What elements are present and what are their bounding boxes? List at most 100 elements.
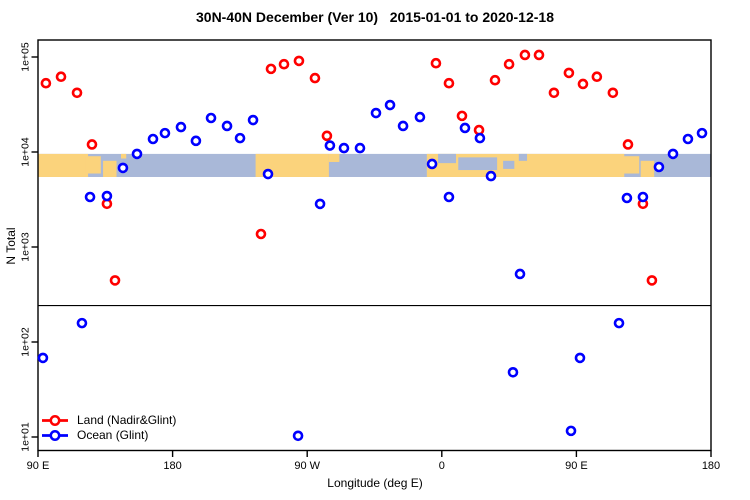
data-point-land	[86, 139, 98, 150]
data-point-ocean	[696, 127, 708, 139]
data-point-land	[591, 71, 603, 83]
data-point-land	[646, 275, 658, 286]
legend-label-ocean: Ocean (Glint)	[77, 428, 149, 442]
map-band-land	[623, 156, 640, 174]
data-point-ocean	[682, 133, 694, 145]
data-point-ocean	[426, 158, 438, 170]
data-point-ocean	[354, 142, 366, 154]
data-point-ocean	[147, 133, 159, 145]
legend: Land (Nadir&Glint) Ocean (Glint)	[41, 413, 176, 443]
ocean-series-symbol	[42, 430, 68, 441]
data-point-ocean	[507, 366, 519, 378]
data-point-land	[321, 130, 333, 142]
y-tick-label: 1e+01	[20, 422, 32, 452]
data-point-land	[622, 139, 634, 150]
data-point-ocean	[247, 114, 259, 126]
data-point-land	[255, 228, 267, 240]
data-point-ocean	[574, 352, 586, 364]
data-point-ocean	[613, 317, 625, 329]
map-band-land	[255, 153, 329, 177]
y-tick-label: 1e+02	[20, 327, 32, 357]
data-point-ocean	[175, 121, 187, 133]
map-band-land	[103, 160, 117, 177]
data-point-land	[278, 58, 290, 70]
data-point-land	[430, 57, 442, 69]
data-point-land	[533, 49, 545, 61]
data-point-land	[443, 77, 455, 89]
data-point-ocean	[84, 191, 96, 203]
x-tick-label: 90 E	[27, 460, 50, 472]
y-tick-label: 1e+04	[20, 137, 32, 167]
data-point-ocean	[76, 317, 88, 329]
map-band-land	[85, 156, 101, 174]
data-point-land	[55, 71, 67, 83]
data-point-ocean	[205, 112, 217, 124]
data-point-ocean	[485, 170, 497, 182]
x-tick-label: 0	[439, 460, 445, 472]
data-point-ocean	[397, 120, 409, 132]
data-point-ocean	[292, 430, 304, 442]
data-point-ocean	[190, 135, 202, 147]
data-point-ocean	[262, 168, 274, 180]
map-band-land	[640, 160, 655, 177]
data-point-land	[309, 72, 321, 84]
map-band-sea	[503, 160, 515, 169]
legend-item-ocean: Ocean (Glint)	[41, 428, 176, 443]
data-point-land	[109, 275, 121, 286]
data-point-ocean	[159, 127, 171, 139]
data-point-land	[563, 67, 575, 79]
chart-title: 30N-40N December (Ver 10) 2015-01-01 to …	[196, 9, 554, 25]
data-point-ocean	[474, 132, 486, 144]
data-point-ocean	[324, 140, 336, 151]
data-point-ocean	[565, 425, 577, 437]
map-band-land	[38, 153, 89, 177]
legend-item-land: Land (Nadir&Glint)	[41, 413, 176, 428]
data-point-land	[456, 110, 468, 122]
data-point-ocean	[443, 191, 455, 203]
data-point-ocean	[384, 99, 396, 111]
data-point-ocean	[234, 132, 246, 144]
x-tick-label: 90 E	[565, 460, 588, 472]
data-point-land	[71, 87, 83, 99]
data-point-ocean	[621, 192, 633, 204]
map-band-land	[328, 153, 340, 162]
x-axis-title: Longitude (deg E)	[327, 476, 423, 490]
data-point-land	[519, 49, 531, 61]
data-point-ocean	[459, 122, 471, 134]
map-band-sea	[438, 153, 457, 164]
data-point-ocean	[667, 148, 679, 160]
data-point-ocean	[101, 190, 113, 202]
y-axis-title: N Total	[4, 227, 18, 265]
data-point-ocean	[414, 111, 426, 123]
x-tick-label: 180	[702, 460, 720, 472]
data-point-land	[607, 87, 619, 99]
data-point-land	[503, 58, 515, 70]
data-point-ocean	[653, 161, 665, 173]
land-series-symbol	[42, 415, 68, 426]
data-point-ocean	[338, 142, 350, 154]
data-point-ocean	[314, 198, 326, 210]
data-point-ocean	[37, 352, 49, 364]
y-tick-label: 1e+05	[20, 42, 32, 72]
data-point-ocean	[637, 191, 649, 203]
x-tick-label: 90 W	[294, 460, 320, 472]
data-point-land	[577, 78, 589, 90]
data-point-land	[548, 87, 560, 99]
data-point-land	[40, 77, 52, 89]
map-band-land	[121, 153, 127, 159]
legend-label-land: Land (Nadir&Glint)	[77, 413, 177, 427]
data-point-ocean	[117, 162, 129, 174]
data-point-land	[489, 74, 501, 86]
map-band-sea	[518, 153, 528, 161]
data-point-ocean	[221, 120, 233, 132]
data-point-land	[293, 55, 305, 67]
y-tick-label: 1e+03	[20, 232, 32, 262]
data-point-land	[265, 63, 277, 75]
map-band-sea	[458, 157, 498, 171]
plot-border	[37, 39, 712, 452]
data-point-ocean	[514, 268, 526, 280]
data-point-ocean	[131, 148, 143, 160]
x-tick-label: 180	[163, 460, 181, 472]
data-point-ocean	[370, 107, 382, 119]
